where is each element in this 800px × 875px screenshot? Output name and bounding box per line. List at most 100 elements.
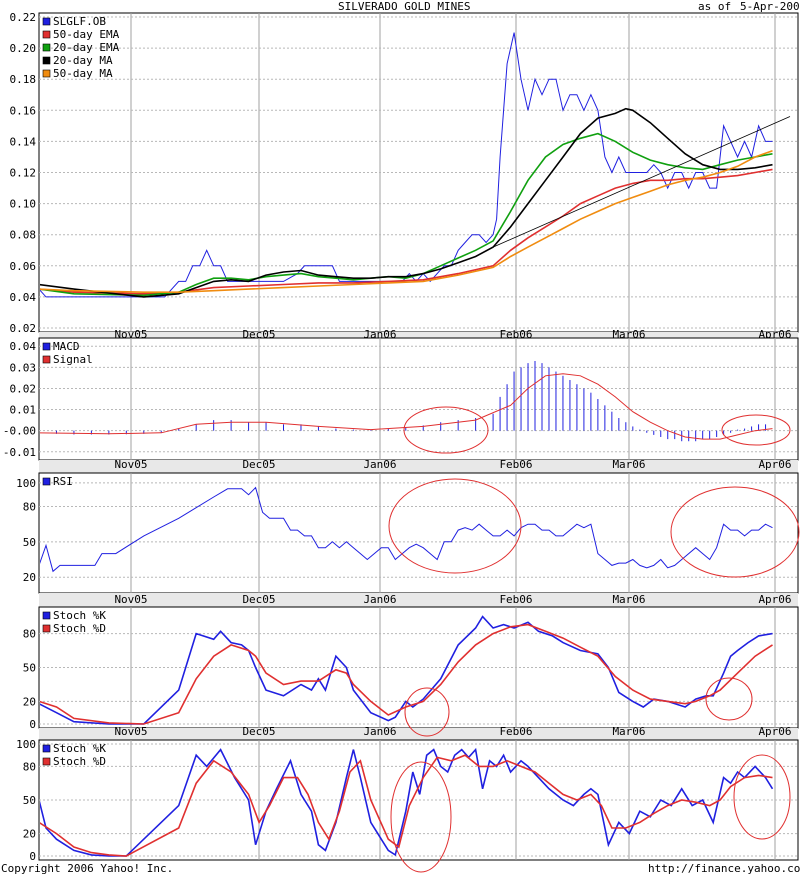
y-tick-label: 0.14 <box>10 135 37 148</box>
y-tick-label: -0.00 <box>3 425 36 438</box>
y-tick-label: 0.04 <box>10 340 37 353</box>
x-tick-label: Mar06 <box>612 725 645 738</box>
x-tick-label: Feb06 <box>499 593 532 606</box>
series-slglf-ob <box>40 32 773 298</box>
x-tick-label: Dec05 <box>242 593 275 606</box>
month-label-band <box>39 593 798 607</box>
annotation-circle <box>705 677 753 721</box>
legend-swatch <box>42 624 51 633</box>
legend-label: 50-day EMA <box>53 28 120 41</box>
signal-line <box>40 373 773 440</box>
x-tick-label: Apr06 <box>758 593 791 606</box>
legend-label: SLGLF.OB <box>53 15 106 28</box>
legend-label: 20-day EMA <box>53 41 120 54</box>
series-stoch-d <box>40 623 773 725</box>
x-tick-label: Mar06 <box>612 593 645 606</box>
legend-swatch <box>42 43 51 52</box>
legend-swatch <box>42 17 51 26</box>
source-url[interactable]: http://finance.yahoo.com/ <box>648 862 800 875</box>
legend-swatch <box>42 757 51 766</box>
y-tick-label: 0.20 <box>10 42 37 55</box>
legend-label: Signal <box>53 353 93 366</box>
plot-area-macd <box>40 361 773 442</box>
series-50-day-ma <box>40 149 773 294</box>
y-tick-label: 50 <box>23 536 36 549</box>
y-tick-label: 100 <box>16 738 36 751</box>
y-tick-label: 0 <box>29 850 36 863</box>
series-20-day-ma <box>40 107 773 298</box>
x-tick-label: Dec05 <box>242 458 275 471</box>
x-tick-label: Nov05 <box>114 593 147 606</box>
y-tick-label: 0.01 <box>10 404 37 417</box>
plot-area-stoch2 <box>40 747 774 857</box>
y-tick-label: 100 <box>16 477 36 490</box>
month-label-band <box>39 460 798 473</box>
annotation-circle <box>721 414 791 446</box>
annotation-circle <box>388 478 522 574</box>
month-label-band <box>39 332 798 338</box>
x-tick-label: Jan06 <box>363 458 396 471</box>
legend-label: Stoch %D <box>53 622 106 635</box>
annotation-circle <box>670 486 800 578</box>
legend-label: Stoch %K <box>53 609 106 622</box>
y-tick-label: -0.01 <box>3 446 36 459</box>
y-tick-label: 0.02 <box>10 382 37 395</box>
legend-swatch <box>42 477 51 486</box>
x-tick-label: Feb06 <box>499 725 532 738</box>
x-tick-label: Mar06 <box>612 458 645 471</box>
y-tick-label: 0 <box>29 718 36 731</box>
panel-frame-macd <box>38 337 799 461</box>
legend-label: RSI <box>53 475 73 488</box>
y-tick-label: 0.10 <box>10 198 37 211</box>
x-tick-label: Nov05 <box>114 725 147 738</box>
plot-area-rsi <box>40 486 773 573</box>
legend-label: 20-day MA <box>53 54 113 67</box>
y-tick-label: 80 <box>23 628 36 641</box>
legend-swatch <box>42 69 51 78</box>
series-20-day-ema <box>40 132 773 297</box>
y-tick-label: 0.12 <box>10 167 37 180</box>
y-tick-label: 20 <box>23 695 36 708</box>
legend-swatch <box>42 56 51 65</box>
plot-area-stoch1 <box>40 615 773 725</box>
x-tick-label: Apr06 <box>758 458 791 471</box>
annotation-circle <box>390 761 452 873</box>
y-tick-label: 80 <box>23 760 36 773</box>
y-tick-label: 0.03 <box>10 361 37 374</box>
y-tick-label: 50 <box>23 794 36 807</box>
y-tick-label: 20 <box>23 571 36 584</box>
legend-swatch <box>42 611 51 620</box>
y-tick-label: 50 <box>23 662 36 675</box>
series-stoch-d <box>40 754 773 857</box>
annotation-circle <box>404 687 450 737</box>
legend-swatch <box>42 30 51 39</box>
trend-line <box>492 116 791 248</box>
x-tick-label: Jan06 <box>363 725 396 738</box>
series-rsi <box>40 486 773 573</box>
y-tick-label: 20 <box>23 828 36 841</box>
copyright-text: Copyright 2006 Yahoo! Inc. <box>1 862 174 875</box>
y-tick-label: 0.22 <box>10 11 37 24</box>
y-tick-label: 0.08 <box>10 229 37 242</box>
y-tick-label: 0.16 <box>10 104 37 117</box>
y-tick-label: 0.04 <box>10 291 37 304</box>
legend-swatch <box>42 744 51 753</box>
x-tick-label: Apr06 <box>758 725 791 738</box>
y-tick-label: 0.02 <box>10 322 37 335</box>
x-tick-label: Jan06 <box>363 593 396 606</box>
series-stoch-k <box>40 747 774 857</box>
plot-area-price <box>40 32 791 298</box>
legend-swatch <box>42 355 51 364</box>
legend-swatch <box>42 342 51 351</box>
y-tick-label: 80 <box>23 500 36 513</box>
legend-label: Stoch %D <box>53 755 106 768</box>
x-tick-label: Nov05 <box>114 458 147 471</box>
x-tick-label: Dec05 <box>242 725 275 738</box>
legend-label: 50-day MA <box>53 67 113 80</box>
legend-label: Stoch %K <box>53 742 106 755</box>
series-stoch-k <box>40 615 773 725</box>
date-prefix: as of <box>698 0 732 13</box>
annotation-circle <box>733 754 791 840</box>
x-tick-label: Feb06 <box>499 458 532 471</box>
